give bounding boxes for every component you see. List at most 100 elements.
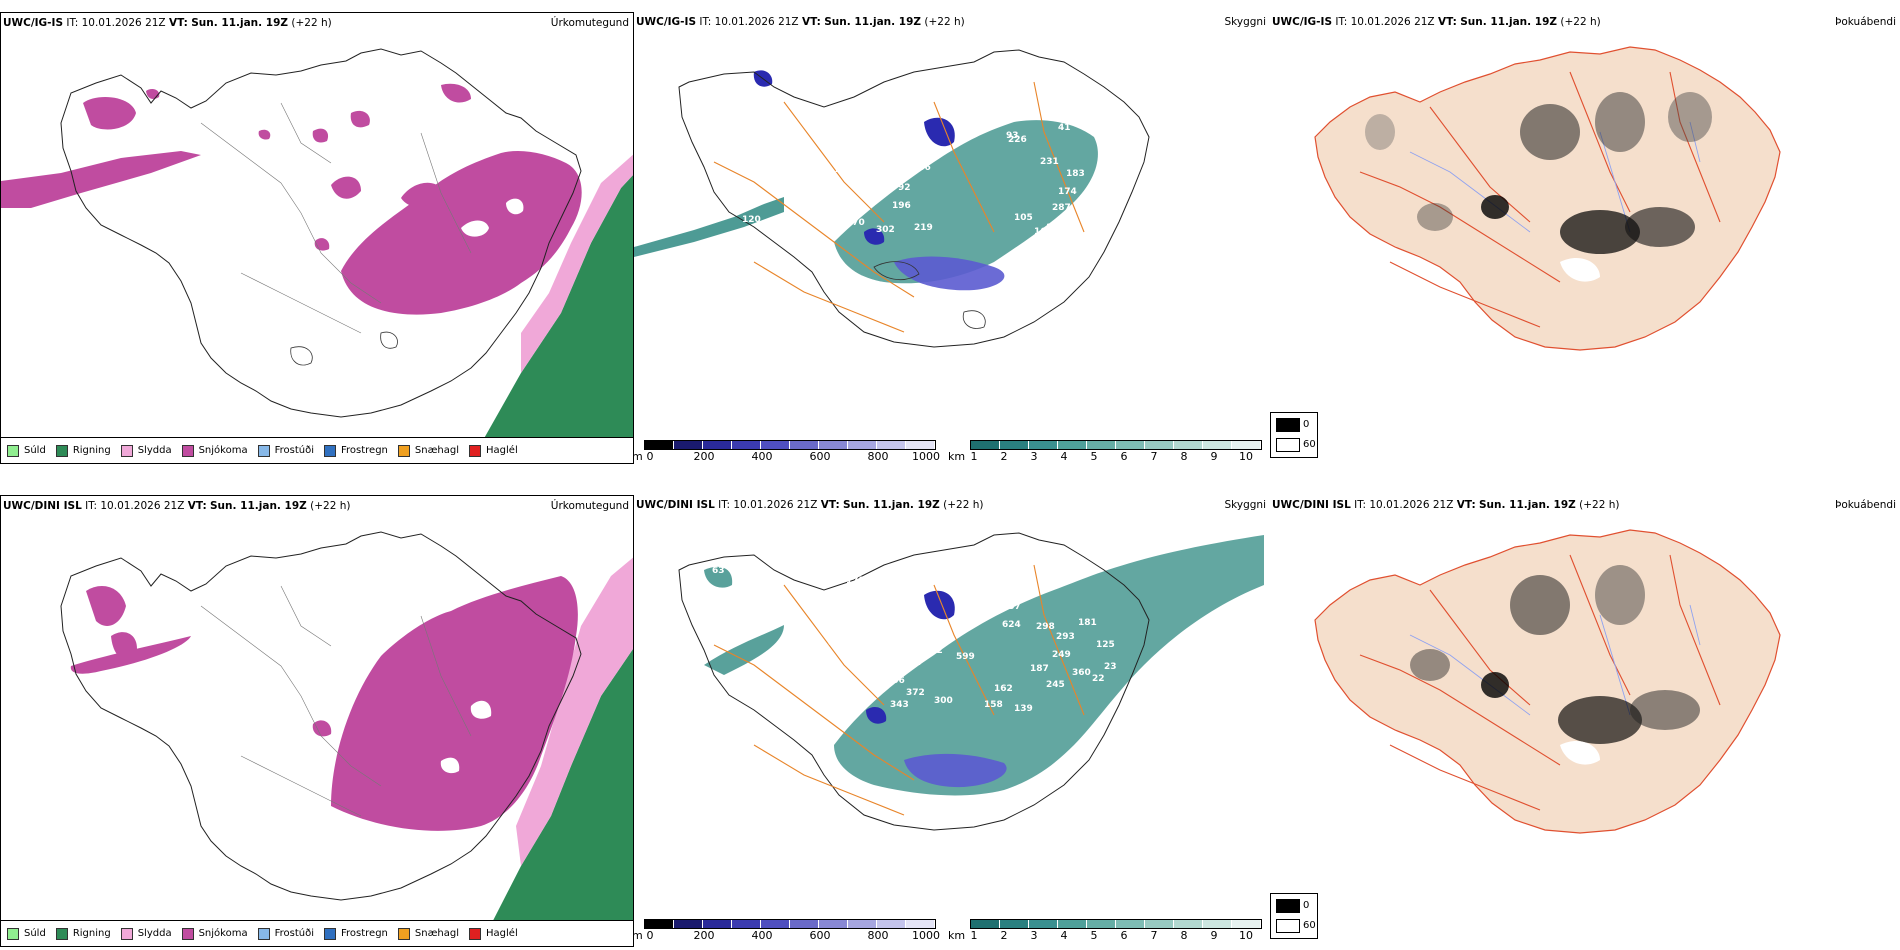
cloud-base-label: 125 <box>1096 640 1115 650</box>
cloud-base-colorbar-strip <box>644 919 936 929</box>
cloud-base-label: 298 <box>1036 622 1055 632</box>
cloud-base-colorbar-strip <box>644 440 936 450</box>
legend-item-drizzle: Súld <box>7 927 46 940</box>
cloud-base-label: 139 <box>1014 704 1033 714</box>
legend-item-sleet: Slydda <box>120 444 172 457</box>
cloud-base-label: 166 <box>912 163 931 173</box>
visibility-panel-bottom: 63 28 299 46 172 572 599 161 256 372 300 343 181 162 1… <box>634 495 1270 947</box>
fog-panel-bottom: UWC/DINI ISL IT: 10.01.2026 21Z VT: Sun.… <box>1270 495 1900 947</box>
cloud-base-label: 293 <box>1056 632 1075 642</box>
cloud-base-label: 187 <box>1030 664 1049 674</box>
cloud-base-label: 128 <box>960 115 979 125</box>
legend-item-hail: Haglél <box>469 927 518 940</box>
cloud-base-label: 93 <box>1006 131 1019 141</box>
cloud-base-label: 161 <box>902 658 921 668</box>
row1-header-a: UWC/IG-IS IT: 10.01.2026 21Z VT: Sun. 11… <box>3 17 332 29</box>
cloud-base-label: 172 <box>910 638 929 648</box>
visibility-panel-top: 780 107 144 176 166 239 92 196 170 302 219 105 162 20… <box>634 12 1270 464</box>
fog-key-top: 0 60 <box>1270 412 1318 458</box>
visibility-map-bottom: 6328299461725725991612563723003431811621… <box>678 532 1264 831</box>
cloud-base-label: 372 <box>906 688 925 698</box>
panel-title-fog-bottom: Þokuábendi <box>1835 499 1896 511</box>
cloud-base-label: 239 <box>874 181 893 191</box>
cloud-base-label: 245 <box>1046 680 1065 690</box>
cloud-base-label: 92 <box>898 183 911 193</box>
cloud-base-label: 599 <box>956 652 975 662</box>
panel-title-visibility-bottom: Skyggni <box>1224 499 1267 511</box>
precip-type-panel-bottom: UWC/DINI ISL IT: 10.01.2026 21Z VT: Sun.… <box>0 495 634 947</box>
cloud-base-label: 343 <box>890 700 909 710</box>
cloud-base-label: 226 <box>1008 135 1027 145</box>
cloud-base-label: 63 <box>712 566 725 576</box>
cloud-base-label: 41 <box>1058 123 1071 133</box>
cloud-base-label: 196 <box>1104 131 1123 141</box>
cloud-base-label: 201 <box>1002 109 1021 119</box>
fog-panel-top: UWC/IG-IS IT: 10.01.2026 21Z VT: Sun. 11… <box>1270 12 1900 464</box>
cloud-base-label: 28 <box>846 612 859 622</box>
legend-item-sleet: Slydda <box>120 927 172 940</box>
legend-item-snow-pellets: Snæhagl <box>397 927 459 940</box>
cloud-base-label: 302 <box>876 225 895 235</box>
precip-map-top <box>1 48 633 463</box>
cloud-base-label: 174 <box>1058 187 1077 197</box>
visibility-colorbar-strip <box>970 440 1262 450</box>
legend-item-snow: Snjókoma <box>181 444 248 457</box>
row2-header-a: UWC/DINI ISL IT: 10.01.2026 21Z VT: Sun.… <box>3 500 351 512</box>
precip-legend-bottom: Súld Rigning Slydda Snjókoma Frostúði Fr… <box>1 920 633 946</box>
visibility-colorbar-strip <box>970 919 1262 929</box>
cloud-base-label: 163 <box>990 586 1009 596</box>
precip-legend-top: Súld Rigning Slydda Snjókoma Frostúði Fr… <box>1 437 633 463</box>
cloud-base-label: 572 <box>924 646 943 656</box>
cloud-base-label: 176 <box>896 145 915 155</box>
cloud-base-label: 360 <box>1072 668 1091 678</box>
cloud-base-label: 287 <box>1052 203 1071 213</box>
panel-title-precip-top: Úrkomutegund <box>550 17 629 29</box>
fog-map-top <box>1314 46 1781 351</box>
cloud-base-label: 257 <box>1002 602 1021 612</box>
cloud-base-label: 300 <box>934 696 953 706</box>
cloud-base-label: 92 <box>828 105 841 115</box>
legend-item-hail: Haglél <box>469 444 518 457</box>
panel-title-fog-top: Þokuábendi <box>1835 16 1896 28</box>
cloud-base-label: 48 <box>824 135 837 145</box>
cloud-base-label: 181 <box>1078 618 1097 628</box>
cloud-base-label: 231 <box>1040 157 1059 167</box>
cloud-base-label: 105 <box>1014 213 1033 223</box>
cloud-base-label: 219 <box>914 223 933 233</box>
cloud-base-label: 22 <box>1092 674 1105 684</box>
cloud-base-label: 74 <box>834 165 847 175</box>
precip-map-bottom <box>60 531 633 946</box>
cloud-base-label: 87 <box>830 680 843 690</box>
panel-title-visibility-top: Skyggni <box>1224 16 1267 28</box>
cloud-base-label: 107 <box>828 149 847 159</box>
cloud-base-label: 170 <box>846 218 865 228</box>
cloud-base-label: 181 <box>852 690 871 700</box>
cloud-base-label: 196 <box>892 201 911 211</box>
legend-item-snow: Snjókoma <box>181 927 248 940</box>
legend-item-freezing-rain: Frostregn <box>324 927 388 940</box>
cloud-base-label: 264 <box>1080 195 1099 205</box>
cloud-base-label: 43 <box>746 686 759 696</box>
row1-header-c: UWC/IG-IS IT: 10.01.2026 21Z VT: Sun. 11… <box>1272 16 1601 28</box>
legend-item-drizzle: Súld <box>7 444 46 457</box>
legend-item-freezing-drizzle: Frostúði <box>257 927 314 940</box>
cloud-base-label: 624 <box>1002 620 1021 630</box>
cloud-base-label: 299 <box>864 618 883 628</box>
cloud-base-label: 162 <box>994 684 1013 694</box>
cloud-base-label: 158 <box>984 700 1003 710</box>
row2-header-b: UWC/DINI ISL IT: 10.01.2026 21Z VT: Sun.… <box>636 499 984 511</box>
cloud-base-label: 88 <box>828 638 841 648</box>
cloud-base-label: 780 <box>754 125 773 135</box>
cloud-base-label: 18 <box>874 578 887 588</box>
row2-header-c: UWC/DINI ISL IT: 10.01.2026 21Z VT: Sun.… <box>1272 499 1620 511</box>
cloud-base-label: 126 <box>1096 163 1115 173</box>
cloud-base-label: 23 <box>1104 662 1117 672</box>
fog-map-bottom <box>1314 529 1781 834</box>
cloud-base-label: 183 <box>1066 169 1085 179</box>
legend-item-freezing-rain: Frostregn <box>324 444 388 457</box>
cloud-base-label: 122 <box>1046 223 1065 233</box>
legend-item-rain: Rigning <box>55 444 111 457</box>
row1-header-b: UWC/IG-IS IT: 10.01.2026 21Z VT: Sun. 11… <box>636 16 965 28</box>
cloud-base-label: 144 <box>846 153 865 163</box>
